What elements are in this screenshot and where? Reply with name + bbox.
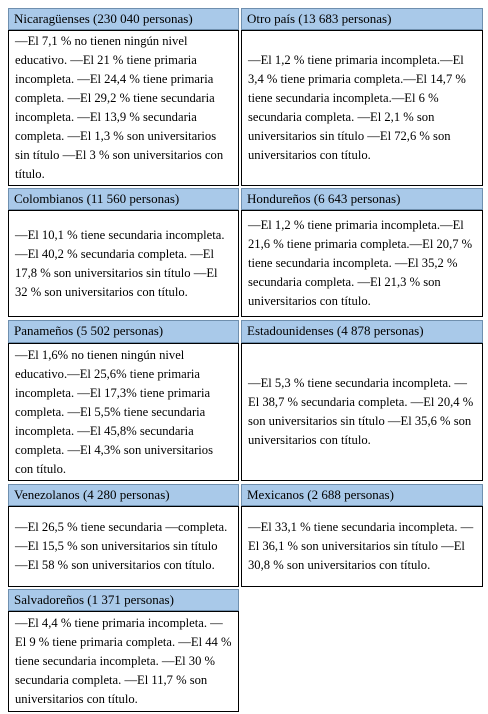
cell-body-text: —El 1,6% no tienen ningún nivel educativ… [15, 347, 213, 476]
cell-body: —El 33,1 % tiene secundaria incompleta. … [241, 506, 483, 587]
cell-body-text: —El 1,2 % tiene primaria incompleta.—El … [248, 218, 473, 308]
cell-body-text: —El 7,1 % no tienen ningún nivel educati… [15, 34, 224, 181]
cell-body-text: —El 5,3 % tiene secundaria incompleta. —… [248, 376, 474, 447]
cell-header-text: Otro país (13 683 personas) [247, 11, 392, 26]
cell-header: Nicaragüenses (230 040 personas) [8, 8, 239, 30]
cell-header-text: Mexicanos (2 688 personas) [247, 487, 394, 502]
cell-body: —El 7,1 % no tienen ningún nivel educati… [8, 30, 239, 186]
cell-header-text: Venezolanos (4 280 personas) [14, 487, 170, 502]
cell-body: —El 4,4 % tiene primaria incompleta. —El… [8, 611, 239, 712]
cell-body: —El 26,5 % tiene secundaria —completa. —… [8, 506, 239, 587]
cell-header: Panameños (5 502 personas) [8, 320, 239, 343]
cell-header-text: Panameños (5 502 personas) [14, 323, 164, 338]
cell-header-text: Salvadoreños (1 371 personas) [14, 592, 174, 607]
cell-body-text: —El 1,2 % tiene primaria incompleta.—El … [248, 53, 466, 162]
cell-header: Salvadoreños (1 371 personas) [8, 589, 239, 611]
cell-header: Colombianos (11 560 personas) [8, 188, 239, 210]
cell-header: Otro país (13 683 personas) [241, 8, 483, 30]
cell-body-text: —El 4,4 % tiene primaria incompleta. —El… [15, 616, 232, 706]
cell-body-text: —El 26,5 % tiene secundaria —completa. —… [15, 520, 228, 572]
cell-body: —El 10,1 % tiene secundaria incompleta. … [8, 210, 239, 317]
cell-header-text: Nicaragüenses (230 040 personas) [14, 11, 193, 26]
cell-body: —El 5,3 % tiene secundaria incompleta. —… [241, 343, 483, 481]
cell-header: Hondureños (6 643 personas) [241, 188, 483, 210]
cell-body-text: —El 10,1 % tiene secundaria incompleta. … [15, 227, 225, 299]
cell-header-text: Hondureños (6 643 personas) [247, 191, 401, 206]
cell-header-text: Colombianos (11 560 personas) [14, 191, 180, 206]
cell-header: Venezolanos (4 280 personas) [8, 484, 239, 506]
cell-body: —El 1,2 % tiene primaria incompleta.—El … [241, 210, 483, 317]
cell-header-text: Estadounidenses (4 878 personas) [247, 323, 424, 338]
cell-header: Estadounidenses (4 878 personas) [241, 320, 483, 343]
cell-header: Mexicanos (2 688 personas) [241, 484, 483, 506]
cell-body: —El 1,6% no tienen ningún nivel educativ… [8, 343, 239, 481]
cell-body-text: —El 33,1 % tiene secundaria incompleta. … [248, 520, 474, 572]
cell-body: —El 1,2 % tiene primaria incompleta.—El … [241, 30, 483, 186]
